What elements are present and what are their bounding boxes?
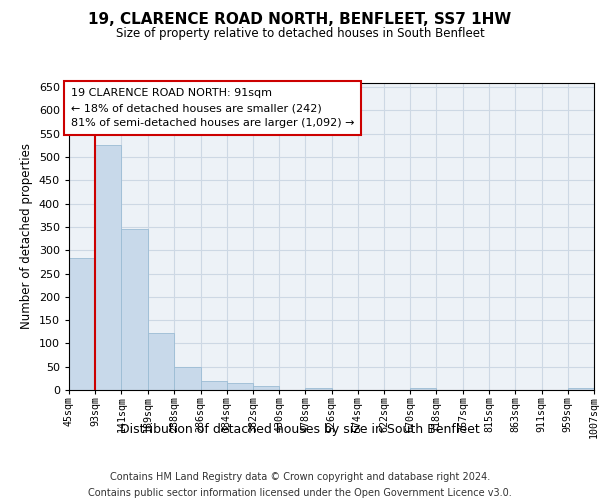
Bar xyxy=(95,146,121,390)
Text: 19, CLARENCE ROAD NORTH, BENFLEET, SS7 1HW: 19, CLARENCE ROAD NORTH, BENFLEET, SS7 1… xyxy=(88,12,512,28)
Bar xyxy=(121,230,148,390)
Bar xyxy=(410,388,436,390)
Bar xyxy=(175,367,200,390)
Text: Distribution of detached houses by size in South Benfleet: Distribution of detached houses by size … xyxy=(120,422,480,436)
Text: Contains HM Land Registry data © Crown copyright and database right 2024.: Contains HM Land Registry data © Crown c… xyxy=(110,472,490,482)
Bar xyxy=(568,388,594,390)
Bar xyxy=(69,258,95,390)
Text: Size of property relative to detached houses in South Benfleet: Size of property relative to detached ho… xyxy=(116,28,484,40)
Bar xyxy=(227,382,253,390)
Text: Contains public sector information licensed under the Open Government Licence v3: Contains public sector information licen… xyxy=(88,488,512,498)
Bar xyxy=(148,332,175,390)
Bar xyxy=(200,380,227,390)
Y-axis label: Number of detached properties: Number of detached properties xyxy=(20,143,33,329)
Text: 19 CLARENCE ROAD NORTH: 91sqm
← 18% of detached houses are smaller (242)
81% of : 19 CLARENCE ROAD NORTH: 91sqm ← 18% of d… xyxy=(71,88,354,128)
Bar xyxy=(305,388,331,390)
Bar xyxy=(253,386,279,390)
